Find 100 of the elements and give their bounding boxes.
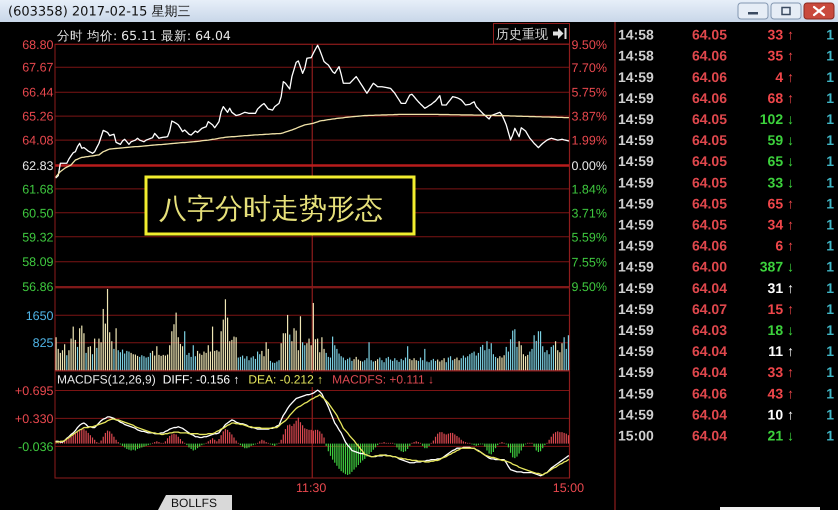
data-label: 35 ↑ bbox=[768, 48, 794, 64]
y-tick-label: 66.44 bbox=[22, 86, 54, 100]
data-label: 64.05 bbox=[692, 110, 728, 127]
data-label: 64.06 bbox=[692, 68, 728, 85]
x-tick-label: 11:30 bbox=[296, 481, 326, 495]
y-tick-label: 1650 bbox=[26, 308, 54, 323]
category-label: 14:59 bbox=[618, 406, 654, 422]
data-label: 64.04 bbox=[692, 406, 728, 422]
data-label: 64.04 bbox=[692, 364, 728, 380]
data-label: 1 bbox=[826, 364, 834, 380]
data-label: 387 ↓ bbox=[760, 258, 794, 275]
y-tick-label: 60.50 bbox=[22, 206, 54, 220]
data-label: 1 bbox=[826, 322, 834, 338]
data-label: 15 ↑ bbox=[768, 300, 794, 317]
data-label: 33 ↑ bbox=[768, 364, 794, 380]
category-label: 14:59 bbox=[618, 343, 654, 360]
category-label: 14:59 bbox=[618, 132, 654, 148]
annotation: DIFF: -0.156 ↑ bbox=[162, 372, 240, 386]
data-label: 64.04 bbox=[692, 343, 728, 360]
data-label: 33 ↑ bbox=[768, 26, 794, 43]
y-tick-label: 58.09 bbox=[22, 255, 54, 270]
data-label: 1 bbox=[826, 68, 834, 85]
data-label: 64.03 bbox=[692, 322, 728, 338]
category-label: 14:59 bbox=[618, 110, 654, 127]
text: BOLLFS bbox=[171, 496, 218, 510]
category-label: 14:59 bbox=[618, 322, 654, 338]
chart-subtitle: 分时 均价: 65.11 最新: 64.04 bbox=[57, 28, 231, 43]
y2-tick-label: 5.75% bbox=[572, 86, 607, 100]
data-label: 1 bbox=[826, 174, 834, 190]
data-label: 33 ↓ bbox=[768, 174, 794, 190]
category-label: 14:59 bbox=[618, 280, 654, 296]
category-label: 14:59 bbox=[618, 195, 654, 212]
category-label: 14:59 bbox=[618, 68, 654, 85]
y-tick-label: +0.695 bbox=[14, 384, 54, 398]
data-label: 21 ↓ bbox=[768, 427, 794, 444]
y-tick-label: 62.83 bbox=[22, 159, 54, 173]
category-label: 14:59 bbox=[618, 364, 654, 380]
data-label: 65 ↓ bbox=[768, 153, 794, 170]
y-tick-label: -0.036 bbox=[18, 440, 54, 454]
data-label: 64.05 bbox=[692, 195, 728, 212]
data-label: 34 ↑ bbox=[768, 216, 794, 232]
data-label: 4 ↑ bbox=[775, 68, 794, 85]
data-label: 1 bbox=[826, 110, 834, 127]
data-label: 18 ↓ bbox=[768, 322, 794, 338]
data-label: 64.07 bbox=[692, 300, 728, 317]
category-label: 14:59 bbox=[618, 238, 654, 254]
category-label: 14:59 bbox=[618, 216, 654, 232]
data-label: 64.06 bbox=[692, 48, 728, 64]
data-label: 1 bbox=[826, 280, 834, 296]
data-label: 64.05 bbox=[692, 216, 728, 232]
data-label: 64.06 bbox=[692, 238, 728, 254]
annotation: MACDFS: +0.111 ↓ bbox=[332, 372, 434, 386]
y2-tick-label: 1.84% bbox=[572, 182, 607, 196]
data-label: 31 ↑ bbox=[768, 280, 794, 296]
y2-tick-label: 9.50% bbox=[572, 280, 607, 294]
data-label: 11 ↑ bbox=[768, 343, 794, 360]
data-label: 64.06 bbox=[692, 90, 728, 106]
y-tick-label: 65.26 bbox=[22, 110, 54, 124]
data-label: 1 bbox=[826, 26, 834, 43]
data-label: 68 ↑ bbox=[768, 90, 794, 106]
data-label: 1 bbox=[826, 258, 834, 275]
chart-title: (603358) 2017-02-15 星期三 bbox=[8, 4, 191, 20]
category-label: 14:59 bbox=[618, 174, 654, 190]
y2-tick-label: 9.50% bbox=[572, 38, 607, 52]
data-label: 1 bbox=[826, 132, 834, 148]
data-label: 64.04 bbox=[692, 280, 728, 296]
data-label: 1 bbox=[826, 216, 834, 232]
data-label: 1 bbox=[826, 195, 834, 212]
data-label: 43 ↑ bbox=[768, 385, 794, 402]
annotation: 八字分时走势形态 bbox=[159, 192, 383, 225]
data-label: 59 ↓ bbox=[768, 132, 794, 148]
category-label: 14:59 bbox=[618, 153, 654, 170]
data-label: 1 bbox=[826, 427, 834, 444]
y2-tick-label: 7.55% bbox=[572, 255, 607, 270]
y-tick-label: 67.67 bbox=[22, 60, 54, 75]
annotation: DEA: -0.212 ↑ bbox=[248, 372, 324, 386]
y-tick-label: +0.330 bbox=[14, 412, 54, 426]
text: 历史重现 bbox=[496, 28, 548, 42]
y2-tick-label: 3.87% bbox=[572, 110, 607, 124]
data-label: 102 ↓ bbox=[760, 110, 794, 127]
y2-tick-label: 5.59% bbox=[572, 230, 607, 244]
data-label: 64.04 bbox=[692, 427, 728, 444]
category-label: 14:59 bbox=[618, 385, 654, 402]
category-label: 14:59 bbox=[618, 300, 654, 317]
y-tick-label: 825 bbox=[32, 336, 54, 350]
data-label: 1 bbox=[826, 90, 834, 106]
data-label: 64.05 bbox=[692, 153, 728, 170]
y-tick-label: 68.80 bbox=[22, 38, 54, 52]
data-label: 1 bbox=[826, 48, 834, 64]
chart-title: MACDFS(12,26,9) bbox=[57, 372, 156, 386]
y2-tick-label: 0.00% bbox=[572, 159, 607, 173]
data-label: 1 bbox=[826, 153, 834, 170]
data-label: 1 bbox=[826, 406, 834, 422]
data-label: 64.05 bbox=[692, 174, 728, 190]
y-tick-label: 56.86 bbox=[22, 280, 54, 294]
category-label: 14:58 bbox=[618, 26, 654, 43]
category-label: 14:58 bbox=[618, 48, 654, 64]
data-label: 1 bbox=[826, 343, 834, 360]
y2-tick-label: 1.99% bbox=[572, 134, 607, 148]
data-label: 1 bbox=[826, 238, 834, 254]
